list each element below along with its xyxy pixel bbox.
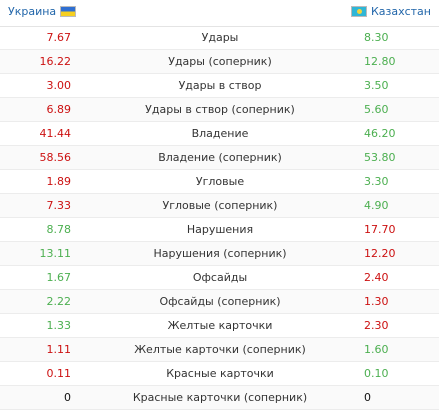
stat-row: 0.11 Красные карточки 0.10 — [0, 362, 439, 386]
home-stat-value: 3.00 — [46, 79, 72, 92]
home-stat-value: 16.22 — [39, 55, 72, 68]
away-stat-value: 12.20 — [364, 247, 396, 260]
home-stat-value: 1.89 — [46, 175, 72, 188]
stat-label: Желтые карточки (соперник) — [134, 343, 306, 356]
stats-table: 7.67 Удары 8.30 16.22 Удары (соперник) 12.80 3… — [0, 26, 439, 410]
away-stat-value: 4.90 — [364, 199, 389, 212]
away-stat-value: 0.10 — [364, 367, 389, 380]
stat-label: Красные карточки — [166, 367, 274, 380]
stat-label: Нарушения — [186, 223, 254, 236]
away-stat-value: 12.80 — [364, 55, 396, 68]
stat-label: Удары — [201, 31, 239, 44]
home-team-link[interactable]: Украина — [8, 5, 77, 18]
home-stat-value: 58.56 — [39, 151, 72, 164]
stat-label: Владение — [191, 127, 249, 140]
team-header: Украина Казахстан — [0, 0, 439, 27]
away-stat-value: 3.30 — [364, 175, 389, 188]
stat-row: 3.00 Удары в створ 3.50 — [0, 74, 439, 98]
stat-label: Владение (соперник) — [158, 151, 282, 164]
away-stat-value: 5.60 — [364, 103, 389, 116]
away-team-link[interactable]: Казахстан — [350, 5, 431, 18]
stat-label: Удары (соперник) — [168, 55, 272, 68]
stat-row: 58.56 Владение (соперник) 53.80 — [0, 146, 439, 170]
away-stat-value: 1.60 — [364, 343, 389, 356]
away-stat-value: 8.30 — [364, 31, 389, 44]
stat-label: Угловые (соперник) — [162, 199, 278, 212]
stat-row: 8.78 Нарушения 17.70 — [0, 218, 439, 242]
stat-row: 1.67 Офсайды 2.40 — [0, 266, 439, 290]
stat-row: 7.33 Угловые (соперник) 4.90 — [0, 194, 439, 218]
ukraine-flag-icon — [60, 6, 77, 17]
home-stat-value: 2.22 — [46, 295, 72, 308]
away-stat-value: 3.50 — [364, 79, 389, 92]
stat-label: Нарушения (соперник) — [153, 247, 287, 260]
stat-label: Желтые карточки — [167, 319, 273, 332]
home-stat-value: 6.89 — [46, 103, 72, 116]
away-stat-value: 1.30 — [364, 295, 389, 308]
home-stat-value: 0 — [64, 391, 71, 404]
stat-row: 2.22 Офсайды (соперник) 1.30 — [0, 290, 439, 314]
home-team-name[interactable]: Украина — [8, 5, 57, 18]
stat-label: Удары в створ — [178, 79, 262, 92]
away-stat-value: 2.30 — [364, 319, 389, 332]
stat-row: 1.33 Желтые карточки 2.30 — [0, 314, 439, 338]
stat-row: 1.89 Угловые 3.30 — [0, 170, 439, 194]
home-stat-value: 1.11 — [46, 343, 72, 356]
stat-row: 13.11 Нарушения (соперник) 12.20 — [0, 242, 439, 266]
away-stat-value: 46.20 — [364, 127, 396, 140]
stat-label: Удары в створ (соперник) — [145, 103, 295, 116]
home-stat-value: 7.67 — [46, 31, 72, 44]
stat-label: Офсайды (соперник) — [159, 295, 281, 308]
stat-label: Красные карточки (соперник) — [132, 391, 308, 404]
stat-row: 0 Красные карточки (соперник) 0 — [0, 386, 439, 410]
home-stat-value: 1.33 — [46, 319, 72, 332]
home-stat-value: 7.33 — [46, 199, 72, 212]
home-stat-value: 13.11 — [39, 247, 72, 260]
stat-row: 7.67 Удары 8.30 — [0, 26, 439, 50]
home-stat-value: 1.67 — [46, 271, 72, 284]
stat-label: Угловые — [195, 175, 245, 188]
home-stat-value: 8.78 — [46, 223, 72, 236]
stat-row: 1.11 Желтые карточки (соперник) 1.60 — [0, 338, 439, 362]
kazakhstan-flag-icon — [350, 6, 367, 17]
stat-row: 41.44 Владение 46.20 — [0, 122, 439, 146]
stat-row: 6.89 Удары в створ (соперник) 5.60 — [0, 98, 439, 122]
home-stat-value: 41.44 — [39, 127, 72, 140]
away-stat-value: 2.40 — [364, 271, 389, 284]
away-team-name[interactable]: Казахстан — [370, 5, 431, 18]
stat-row: 16.22 Удары (соперник) 12.80 — [0, 50, 439, 74]
home-stat-value: 0.11 — [46, 367, 72, 380]
stat-label: Офсайды — [192, 271, 248, 284]
away-stat-value: 53.80 — [364, 151, 396, 164]
away-stat-value: 17.70 — [364, 223, 396, 236]
away-stat-value: 0 — [364, 391, 371, 404]
